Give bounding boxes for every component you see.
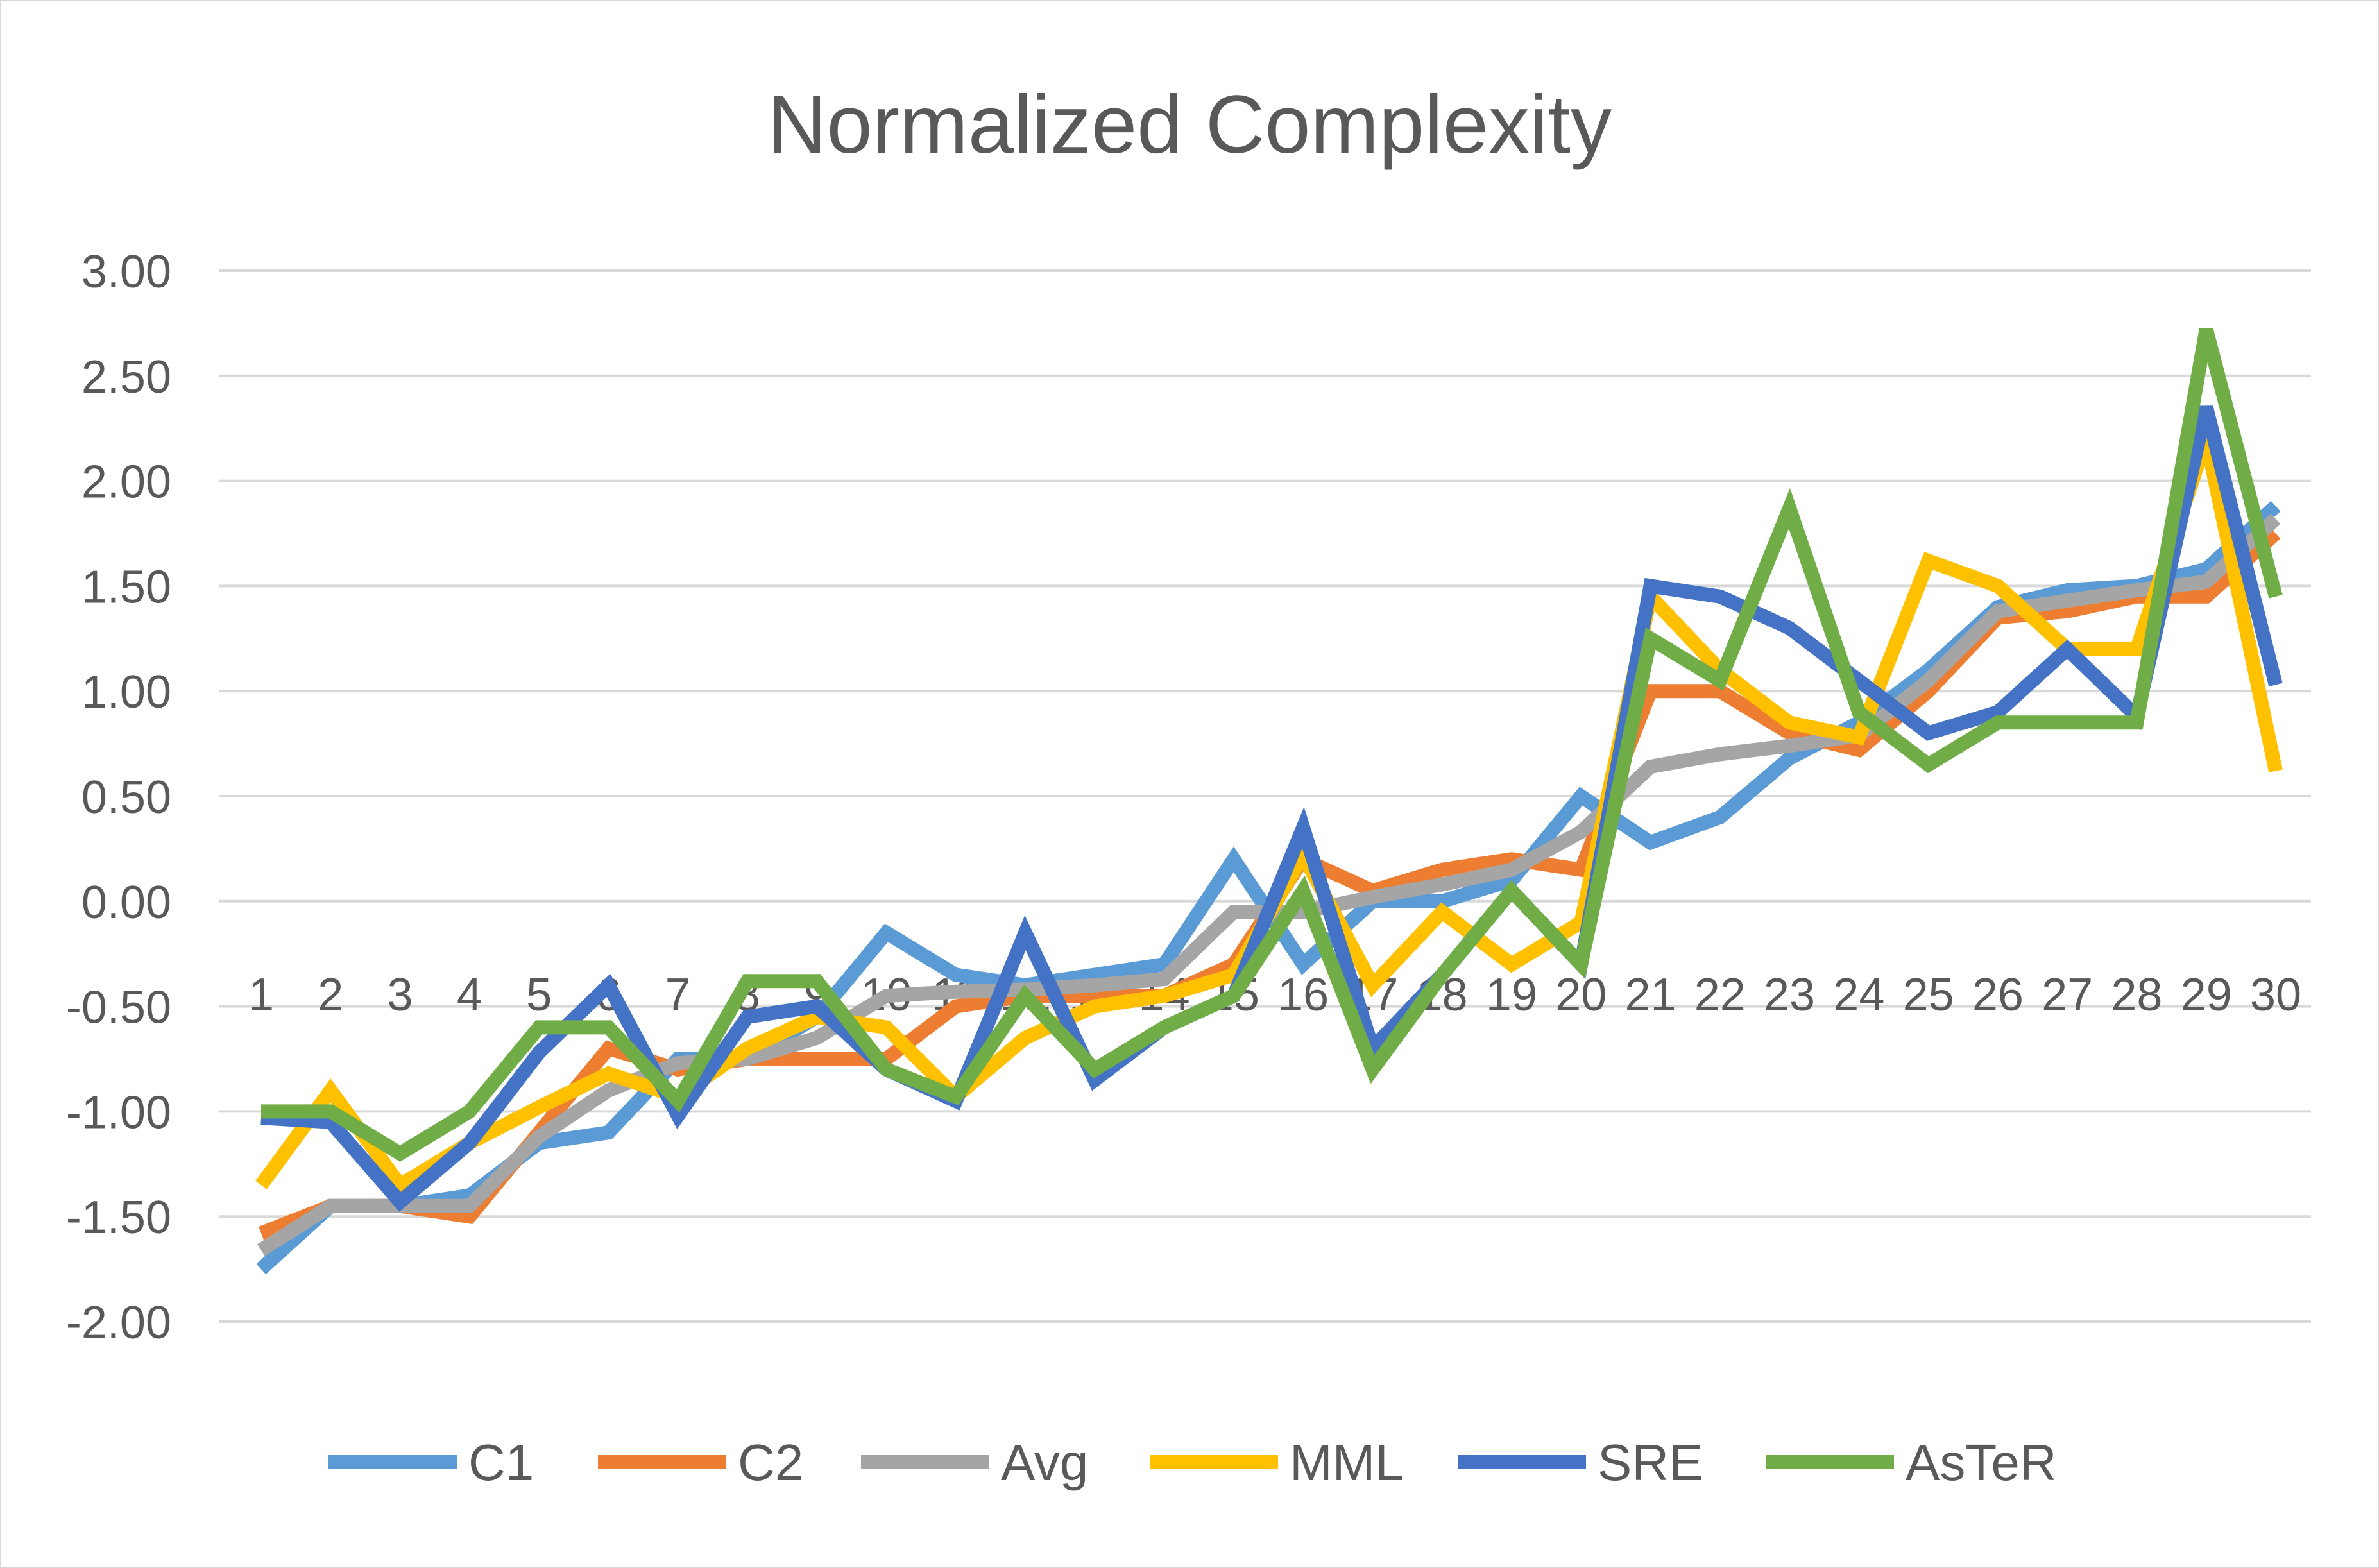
x-category-label: 29 — [2181, 969, 2232, 1021]
x-axis-category-labels: 1 2 3 4 5 6 7 8 9 10 11 12 13 14 15 16 17 18 19 20 21 22 23 24 2… — [248, 969, 2301, 1021]
series-line-mml — [255, 411, 2283, 1195]
gridlines — [219, 269, 2311, 1323]
legend-label-mml: MML — [1290, 1434, 1404, 1491]
legend-label-c1: C1 — [468, 1434, 534, 1491]
y-tick-label: -0.50 — [66, 982, 171, 1034]
y-tick-label: 1.50 — [81, 561, 171, 613]
legend: C1 C2 Avg MML SRE AsTeR — [328, 1434, 2057, 1491]
series-line-aster — [261, 327, 2283, 1162]
y-tick-label: -1.00 — [66, 1087, 171, 1138]
x-category-label: 7 — [665, 969, 691, 1021]
legend-label-c2: C2 — [738, 1434, 803, 1491]
series-lines — [255, 327, 2283, 1275]
x-category-label: 27 — [2042, 969, 2093, 1021]
y-tick-label: 2.50 — [81, 352, 171, 403]
y-tick-label: 2.00 — [81, 457, 171, 508]
chart-title: Normalized Complexity — [767, 79, 1612, 171]
x-category-label: 1 — [248, 969, 274, 1021]
x-category-label: 21 — [1624, 969, 1676, 1021]
x-category-label: 20 — [1555, 969, 1607, 1021]
y-tick-label: -2.00 — [66, 1297, 171, 1349]
y-axis-tick-labels: 3.00 2.50 2.00 1.50 1.00 0.50 0.00 -0.50 -1.00 -1… — [66, 246, 171, 1349]
y-tick-label: 0.50 — [81, 772, 171, 823]
x-category-label: 28 — [2111, 969, 2162, 1021]
x-category-label: 5 — [526, 969, 552, 1021]
series-line-sre — [260, 405, 2283, 1212]
legend-label-sre: SRE — [1598, 1434, 1703, 1491]
x-category-label: 19 — [1486, 969, 1537, 1021]
x-category-label: 30 — [2250, 969, 2301, 1021]
x-category-label: 16 — [1277, 969, 1329, 1021]
x-category-label: 3 — [388, 969, 413, 1021]
legend-label-aster: AsTeR — [1906, 1434, 2057, 1491]
x-category-label: 4 — [457, 969, 482, 1021]
y-tick-label: 1.00 — [81, 667, 171, 718]
x-category-label: 26 — [1972, 969, 2024, 1021]
y-tick-label: 3.00 — [81, 246, 171, 298]
x-category-label: 24 — [1833, 969, 1884, 1021]
x-category-label: 22 — [1694, 969, 1746, 1021]
x-category-label: 23 — [1764, 969, 1815, 1021]
y-tick-label: -1.50 — [66, 1192, 171, 1243]
x-category-label: 25 — [1903, 969, 1954, 1021]
series-line-c1 — [256, 500, 2281, 1275]
legend-label-avg: Avg — [1001, 1434, 1088, 1491]
y-tick-label: 0.00 — [81, 877, 171, 928]
x-category-label: 2 — [318, 969, 343, 1021]
